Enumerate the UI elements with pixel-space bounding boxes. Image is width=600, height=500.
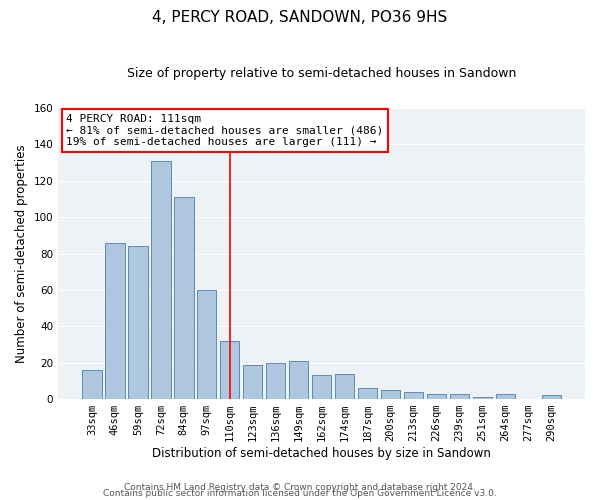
Bar [266,362,286,399]
Bar [427,394,446,399]
Bar [335,374,355,399]
Bar [496,394,515,399]
Bar [151,161,170,399]
Bar [128,246,148,399]
Text: Contains HM Land Registry data © Crown copyright and database right 2024.: Contains HM Land Registry data © Crown c… [124,484,476,492]
Bar [542,396,561,399]
Y-axis label: Number of semi-detached properties: Number of semi-detached properties [15,144,28,363]
Text: 4, PERCY ROAD, SANDOWN, PO36 9HS: 4, PERCY ROAD, SANDOWN, PO36 9HS [152,10,448,25]
Bar [197,290,217,399]
Bar [381,390,400,399]
Bar [243,364,262,399]
Bar [220,341,239,399]
X-axis label: Distribution of semi-detached houses by size in Sandown: Distribution of semi-detached houses by … [152,447,491,460]
Bar [82,370,101,399]
Bar [473,398,492,399]
Bar [358,388,377,399]
Bar [289,361,308,399]
Text: 4 PERCY ROAD: 111sqm
← 81% of semi-detached houses are smaller (486)
19% of semi: 4 PERCY ROAD: 111sqm ← 81% of semi-detac… [66,114,383,147]
Bar [105,242,125,399]
Bar [449,394,469,399]
Text: Contains public sector information licensed under the Open Government Licence v3: Contains public sector information licen… [103,490,497,498]
Bar [312,376,331,399]
Bar [174,197,194,399]
Bar [404,392,423,399]
Title: Size of property relative to semi-detached houses in Sandown: Size of property relative to semi-detach… [127,68,516,80]
